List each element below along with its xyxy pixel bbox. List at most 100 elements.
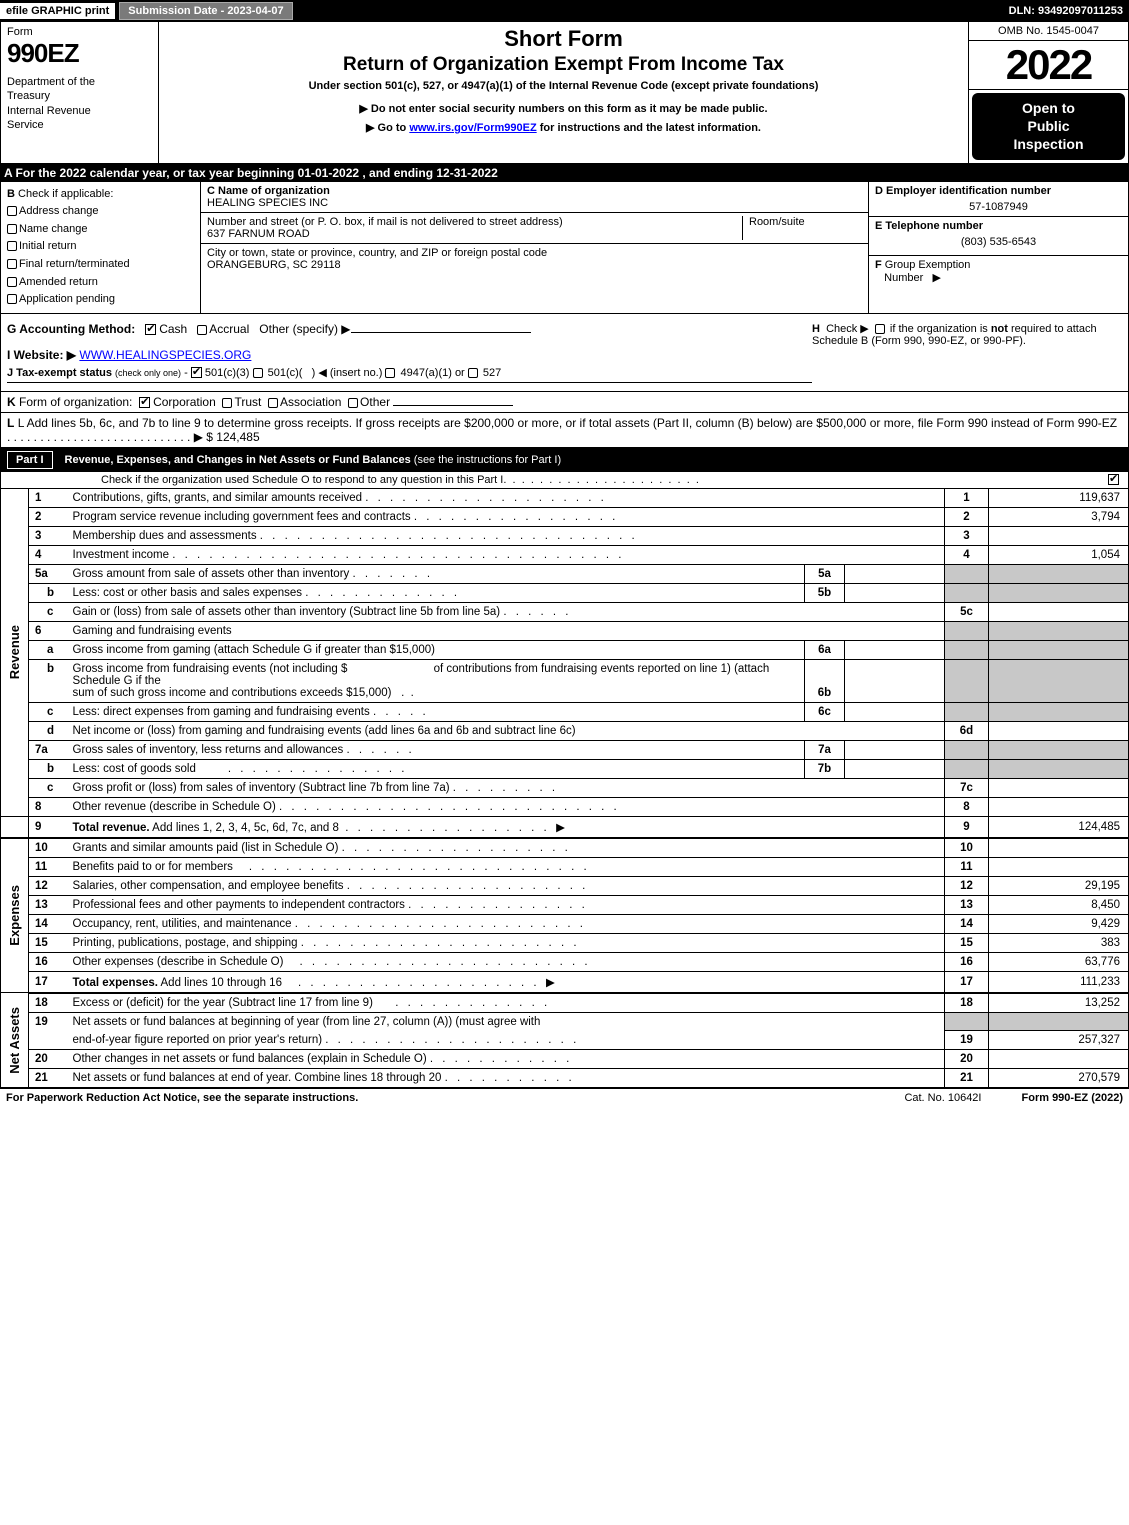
r12-desc: Salaries, other compensation, and employ… (67, 876, 945, 895)
r13-val: 8,450 (989, 895, 1129, 914)
check-initial-return[interactable] (7, 241, 17, 251)
check-corp[interactable] (139, 397, 150, 408)
r4-num: 4 (29, 545, 67, 564)
r16-val: 63,776 (989, 952, 1129, 971)
check-527[interactable] (468, 368, 478, 378)
r14-box: 14 (945, 914, 989, 933)
r7a-shade2 (989, 740, 1129, 759)
omb-number: OMB No. 1545-0047 (969, 22, 1128, 41)
r5b-ival (845, 583, 945, 602)
check-amended-return[interactable] (7, 277, 17, 287)
row-3: 3 Membership dues and assessments . . . … (1, 526, 1129, 545)
row-5a: 5a Gross amount from sale of assets othe… (1, 564, 1129, 583)
check-schedule-o[interactable] (1108, 474, 1119, 485)
r5b-shade1 (945, 583, 989, 602)
label-address-change: Address change (19, 205, 99, 217)
r3-desc: Membership dues and assessments . . . . … (67, 526, 945, 545)
check-501c3[interactable] (191, 367, 202, 378)
r9-box: 9 (945, 816, 989, 838)
check-application-pending[interactable] (7, 294, 17, 304)
r5c-desc: Gain or (loss) from sale of assets other… (67, 602, 945, 621)
row-5b: b Less: cost or other basis and sales ex… (1, 583, 1129, 602)
room-suite: Room/suite (742, 216, 862, 240)
check-other-org[interactable] (348, 398, 358, 408)
r14-desc: Occupancy, rent, utilities, and maintena… (67, 914, 945, 933)
check-assoc[interactable] (268, 398, 278, 408)
r17-desc: Total expenses. Add lines 10 through 16 … (67, 971, 945, 993)
label-application-pending: Application pending (19, 293, 115, 305)
label-accrual: Accrual (209, 322, 249, 336)
r19-val: 257,327 (989, 1031, 1129, 1050)
top-bar: efile GRAPHIC print Submission Date - 20… (0, 0, 1129, 22)
website-line: I Website: ▶ WWW.HEALINGSPECIES.ORG (7, 348, 812, 362)
r20-desc: Other changes in net assets or fund bala… (67, 1050, 945, 1069)
check-address-change[interactable] (7, 206, 17, 216)
r17-num: 17 (29, 971, 67, 993)
section-l: L L Add lines 5b, 6c, and 7b to line 9 t… (0, 413, 1129, 448)
r5a-desc: Gross amount from sale of assets other t… (67, 564, 805, 583)
r5a-ival (845, 564, 945, 583)
check-501c[interactable] (253, 368, 263, 378)
check-schedule-b[interactable] (875, 324, 885, 334)
label-name-change: Name change (19, 223, 88, 235)
r5b-num: b (29, 583, 67, 602)
r5a-num: 5a (29, 564, 67, 583)
other-org-field[interactable] (393, 405, 513, 406)
ein-section: D Employer identification number 57-1087… (869, 182, 1128, 216)
check-accrual[interactable] (197, 325, 207, 335)
goto-pre: ▶ Go to (366, 122, 409, 134)
r6c-desc: Less: direct expenses from gaming and fu… (67, 702, 805, 721)
label-cash: Cash (159, 322, 187, 336)
efile-print[interactable]: efile GRAPHIC print (0, 3, 115, 19)
expenses-rotated: Expenses (1, 838, 29, 993)
gh-left: G Accounting Method: Cash Accrual Other … (7, 322, 812, 383)
label-amended-return: Amended return (19, 276, 98, 288)
r10-box: 10 (945, 838, 989, 858)
city-line: City or town, state or province, country… (201, 244, 868, 313)
r7b-desc: Less: cost of goods sold . . . . . . . .… (67, 759, 805, 778)
form-number: 990EZ (7, 38, 152, 69)
ssn-warning: ▶ Do not enter social security numbers o… (167, 102, 960, 115)
r21-desc: Net assets or fund balances at end of ye… (67, 1069, 945, 1088)
r15-desc: Printing, publications, postage, and shi… (67, 933, 945, 952)
section-bc: B B Check if applicable:Check if applica… (0, 182, 1129, 314)
other-field[interactable] (351, 332, 531, 333)
header-left: Form 990EZ Department of theTreasuryInte… (1, 22, 159, 163)
revenue-table: Revenue 1 Contributions, gifts, grants, … (0, 489, 1129, 1089)
r5a-shade1 (945, 564, 989, 583)
row-2: 2 Program service revenue including gove… (1, 507, 1129, 526)
r7a-ival (845, 740, 945, 759)
row-7b: b Less: cost of goods sold . . . . . . .… (1, 759, 1129, 778)
r6-shade1 (945, 621, 989, 640)
check-final-return[interactable] (7, 259, 17, 269)
website-link[interactable]: WWW.HEALINGSPECIES.ORG (79, 348, 251, 362)
row-a: A For the 2022 calendar year, or tax yea… (0, 164, 1129, 182)
schedule-o-check: Check if the organization used Schedule … (0, 472, 1129, 489)
r15-num: 15 (29, 933, 67, 952)
irs-link[interactable]: www.irs.gov/Form990EZ (409, 122, 536, 134)
check-name-change[interactable] (7, 224, 17, 234)
r19-num: 19 (29, 1012, 67, 1031)
tax-year: 2022 (969, 41, 1128, 90)
col-c: C Name of organization HEALING SPECIES I… (201, 182, 868, 313)
r10-val (989, 838, 1129, 858)
check-cash[interactable] (145, 324, 156, 335)
check-4947[interactable] (385, 368, 395, 378)
row-7c: c Gross profit or (loss) from sales of i… (1, 778, 1129, 797)
r7c-desc: Gross profit or (loss) from sales of inv… (67, 778, 945, 797)
section-k: K Form of organization: Corporation Trus… (0, 392, 1129, 413)
r19-shade1 (945, 1012, 989, 1031)
r5a-ibox: 5a (805, 564, 845, 583)
r7b-shade1 (945, 759, 989, 778)
row-11: 11 Benefits paid to or for members . . .… (1, 857, 1129, 876)
under-section: Under section 501(c), 527, or 4947(a)(1)… (167, 80, 960, 92)
row-16: 16 Other expenses (describe in Schedule … (1, 952, 1129, 971)
r7c-val (989, 778, 1129, 797)
form-header: Form 990EZ Department of theTreasuryInte… (0, 22, 1129, 164)
r7a-desc: Gross sales of inventory, less returns a… (67, 740, 805, 759)
r6b-ibox: 6b (805, 659, 845, 702)
r21-val: 270,579 (989, 1069, 1129, 1088)
org-name-line: C Name of organization HEALING SPECIES I… (201, 182, 868, 213)
col-de: D Employer identification number 57-1087… (868, 182, 1128, 313)
check-trust[interactable] (222, 398, 232, 408)
